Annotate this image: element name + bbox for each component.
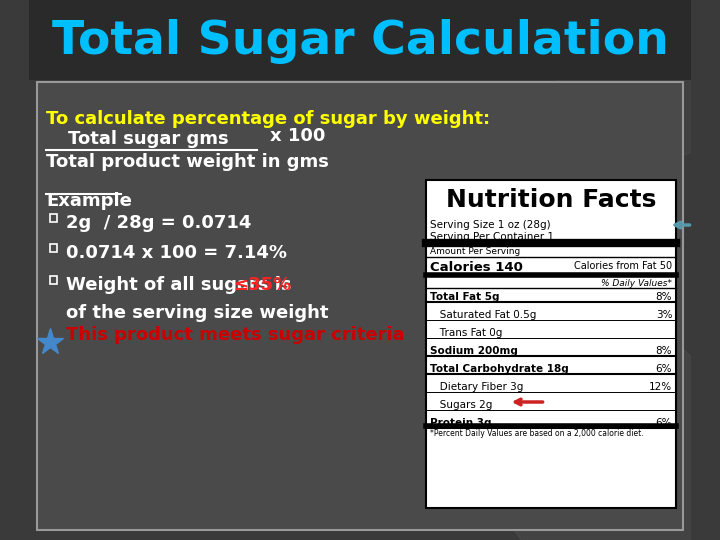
Text: Nutrition Facts: Nutrition Facts [446,188,656,212]
Text: % Daily Values*: % Daily Values* [601,279,672,288]
Text: To calculate percentage of sugar by weight:: To calculate percentage of sugar by weig… [46,110,490,128]
Text: Sugars 2g: Sugars 2g [430,400,492,410]
Text: 0.0714 x 100 = 7.14%: 0.0714 x 100 = 7.14% [66,244,287,262]
Text: Serving Per Container 1: Serving Per Container 1 [430,232,554,242]
Text: x 100: x 100 [270,127,325,145]
Text: Total Sugar Calculation: Total Sugar Calculation [52,19,668,64]
Text: Total product weight in gms: Total product weight in gms [46,153,329,171]
Text: Total Carbohydrate 18g: Total Carbohydrate 18g [430,364,569,374]
Text: This product meets sugar criteria: This product meets sugar criteria [66,326,405,344]
Text: Sodium 200mg: Sodium 200mg [430,346,518,356]
Text: 6%: 6% [656,418,672,428]
Text: 8%: 8% [656,292,672,302]
Text: 12%: 12% [649,382,672,392]
Text: Total Fat 5g: Total Fat 5g [430,292,499,302]
Text: Dietary Fiber 3g: Dietary Fiber 3g [430,382,523,392]
Circle shape [489,320,720,540]
Text: Calories from Fat 50: Calories from Fat 50 [574,261,672,271]
Text: Amount Per Serving: Amount Per Serving [430,247,520,256]
Text: ≤35%: ≤35% [233,276,292,294]
FancyBboxPatch shape [37,82,683,530]
Text: Calories 140: Calories 140 [430,261,523,274]
Circle shape [553,0,720,160]
Text: Serving Size 1 oz (28g): Serving Size 1 oz (28g) [430,220,550,230]
FancyBboxPatch shape [426,180,676,508]
Text: 8%: 8% [656,346,672,356]
Text: Weight of all sugars is: Weight of all sugars is [66,276,298,294]
Text: Total sugar gms: Total sugar gms [68,130,229,148]
Text: Saturated Fat 0.5g: Saturated Fat 0.5g [430,310,536,320]
FancyBboxPatch shape [30,0,690,80]
Text: 2g  / 28g = 0.0714: 2g / 28g = 0.0714 [66,214,251,232]
Text: *Percent Daily Values are based on a 2,000 calorie diet.: *Percent Daily Values are based on a 2,0… [430,429,644,438]
Text: 3%: 3% [656,310,672,320]
Text: Protein 3g: Protein 3g [430,418,491,428]
Text: 6%: 6% [656,364,672,374]
Text: of the serving size weight: of the serving size weight [66,304,328,322]
Text: Trans Fat 0g: Trans Fat 0g [430,328,502,338]
Text: Example: Example [46,192,132,210]
